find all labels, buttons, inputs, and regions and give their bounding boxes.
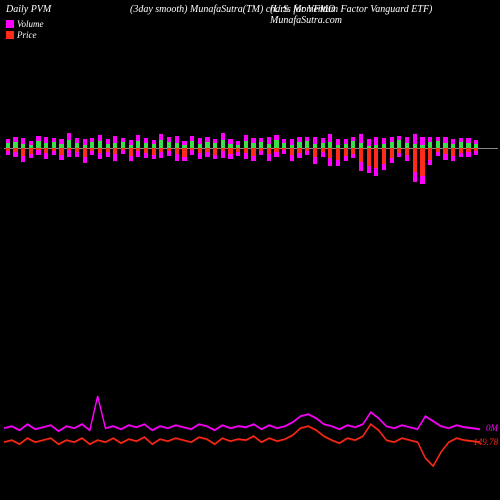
pvm-bar: [52, 40, 56, 240]
pvm-bar: [459, 40, 463, 240]
pvm-bar: [44, 40, 48, 240]
pvm-bar: [328, 40, 332, 240]
pvm-bar: [36, 40, 40, 240]
pvm-bar: [290, 40, 294, 240]
price-line-shadow: [4, 425, 480, 467]
pvm-bar: [67, 40, 71, 240]
legend-item-price: Price: [6, 29, 44, 40]
pvm-bar: [59, 40, 63, 240]
pvm-bar: [451, 40, 455, 240]
pvm-bar: [190, 40, 194, 240]
pvm-bar: [420, 40, 424, 240]
header-right: (U.S. Momentum Factor Vanguard ETF) Muna…: [270, 4, 500, 26]
legend-label-volume: Volume: [17, 19, 44, 29]
pvm-bar: [136, 40, 140, 240]
pvm-bar: [213, 40, 217, 240]
pvm-bar: [443, 40, 447, 240]
pvm-bar: [121, 40, 125, 240]
pvm-bar: [367, 40, 371, 240]
pvm-bar: [382, 40, 386, 240]
pvm-bar: [144, 40, 148, 240]
header-left: Daily PVM: [6, 4, 51, 15]
pvm-bar: [21, 40, 25, 240]
legend-swatch-price: [6, 31, 14, 39]
pvm-bar: [152, 40, 156, 240]
pvm-bar: [374, 40, 378, 240]
pvm-bar: [251, 40, 255, 240]
line-chart: [4, 356, 480, 496]
pvm-bar: [413, 40, 417, 240]
pvm-bar: [321, 40, 325, 240]
pvm-bar: [359, 40, 363, 240]
pvm-bar: [13, 40, 17, 240]
pvm-bar: [159, 40, 163, 240]
pvm-bar: [83, 40, 87, 240]
pvm-bar: [397, 40, 401, 240]
pvm-bar: [205, 40, 209, 240]
pvm-bar: [405, 40, 409, 240]
pvm-bar: [106, 40, 110, 240]
pvm-bar: [428, 40, 432, 240]
pvm-bar: [305, 40, 309, 240]
pvm-bar: [113, 40, 117, 240]
pvm-bar: [344, 40, 348, 240]
pvm-bar: [466, 40, 470, 240]
axis-label-volume: 0M: [486, 423, 498, 433]
pvm-bar: [274, 40, 278, 240]
price-line: [4, 424, 480, 466]
pvm-bar: [351, 40, 355, 240]
pvm-bar: [129, 40, 133, 240]
pvm-bar: [282, 40, 286, 240]
pvm-bar: [267, 40, 271, 240]
pvm-bar: [313, 40, 317, 240]
pvm-bar: [175, 40, 179, 240]
volume-line: [4, 396, 480, 431]
pvm-bar: [221, 40, 225, 240]
pvm-bar: [436, 40, 440, 240]
lower-panel: [4, 356, 480, 496]
pvm-bar: [297, 40, 301, 240]
axis-label-price: 149.78: [473, 437, 498, 447]
pvm-bar: [244, 40, 248, 240]
pvm-bar: [474, 40, 478, 240]
upper-panel: [4, 40, 480, 240]
legend-item-volume: Volume: [6, 18, 44, 29]
pvm-bar: [259, 40, 263, 240]
legend: Volume Price: [6, 18, 44, 40]
pvm-bar: [182, 40, 186, 240]
pvm-bar: [390, 40, 394, 240]
chart-area: [4, 40, 480, 496]
pvm-bar: [198, 40, 202, 240]
legend-label-price: Price: [17, 30, 37, 40]
pvm-bar: [336, 40, 340, 240]
pvm-bar: [228, 40, 232, 240]
pvm-bar: [167, 40, 171, 240]
pvm-bar: [6, 40, 10, 240]
pvm-bar: [75, 40, 79, 240]
pvm-bar: [98, 40, 102, 240]
legend-swatch-volume: [6, 20, 14, 28]
pvm-bar: [236, 40, 240, 240]
pvm-bar: [29, 40, 33, 240]
pvm-bar: [90, 40, 94, 240]
